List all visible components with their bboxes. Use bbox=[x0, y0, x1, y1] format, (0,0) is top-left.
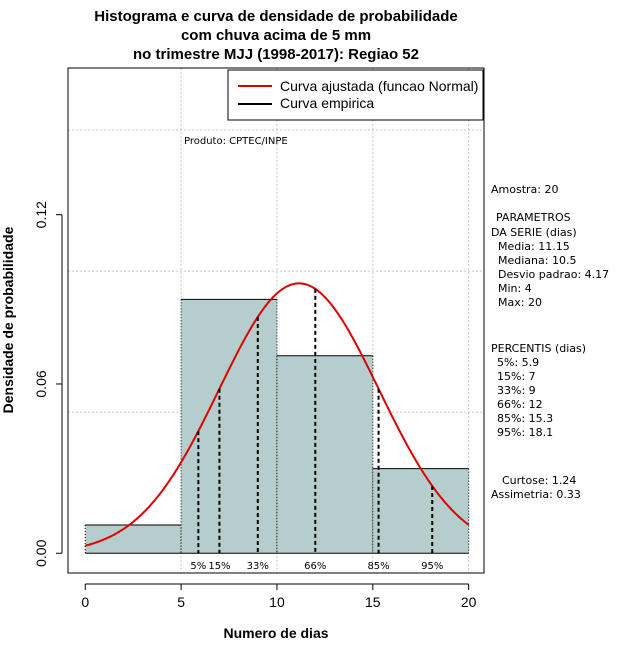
product-credit: Produto: CPTEC/INPE bbox=[184, 136, 288, 147]
stat-p66: 66%: 12 bbox=[497, 398, 543, 411]
x-axis-label: Numero de dias bbox=[223, 625, 328, 641]
histogram-bar-2 bbox=[276, 355, 373, 554]
stat-p5: 5%: 5.9 bbox=[497, 356, 539, 369]
stat-p15: 15%: 7 bbox=[497, 370, 536, 383]
stats-panel: Amostra: 20 PARAMETROS DA SERIE (dias) M… bbox=[491, 183, 609, 501]
y-axis-label: Densidade de probabilidade bbox=[0, 226, 16, 413]
plot-frame bbox=[67, 67, 485, 574]
chart-title-line-1: Histograma e curva de densidade de proba… bbox=[94, 8, 457, 25]
legend-label-fitted: Curva ajustada (funcao Normal) bbox=[280, 78, 478, 94]
histogram-bar-1 bbox=[181, 299, 277, 554]
legend-box bbox=[227, 69, 484, 121]
chart-title-line-3: no trimestre MJJ (1998-2017): Regiao 52 bbox=[133, 46, 419, 63]
percentile-label-4: 85% bbox=[367, 561, 389, 572]
stat-sample: Amostra: 20 bbox=[491, 183, 558, 196]
x-tick-label-3: 15 bbox=[365, 594, 381, 610]
stat-p33: 33%: 9 bbox=[497, 384, 536, 397]
fitted-curve bbox=[84, 282, 470, 547]
stat-stddev: Desvio padrao: 4.17 bbox=[498, 268, 609, 281]
percentile-label-3: 66% bbox=[304, 561, 326, 572]
x-tick-label-0: 0 bbox=[81, 594, 89, 610]
stat-median: Mediana: 10.5 bbox=[498, 254, 576, 267]
stat-max: Max: 20 bbox=[498, 296, 542, 309]
stat-skewness: Assimetria: 0.33 bbox=[491, 488, 581, 501]
stat-min: Min: 4 bbox=[498, 282, 532, 295]
percentile-lines: 5% 15% 33% 66% 85% 95% bbox=[190, 288, 443, 572]
x-tick-label-2: 10 bbox=[269, 594, 285, 610]
stat-params-title-1: PARAMETROS bbox=[496, 211, 571, 224]
percentile-label-1: 15% bbox=[208, 561, 230, 572]
stat-percentiles-title: PERCENTIS (dias) bbox=[491, 342, 586, 355]
stat-p95: 95%: 18.1 bbox=[497, 426, 553, 439]
legend: Curva ajustada (funcao Normal) Curva emp… bbox=[227, 69, 484, 121]
axes: 0 5 10 15 20 0.00 0.06 0.12 bbox=[33, 201, 477, 610]
y-tick-label-2: 0.12 bbox=[33, 201, 49, 228]
percentile-label-2: 33% bbox=[247, 561, 269, 572]
y-tick-label-0: 0.00 bbox=[33, 539, 49, 566]
normal-curve-line bbox=[84, 282, 470, 547]
y-tick-label-1: 0.06 bbox=[33, 370, 49, 397]
percentile-label-0: 5% bbox=[190, 561, 206, 572]
histogram-bar-0 bbox=[85, 525, 182, 554]
stat-params-title-2: DA SERIE (dias) bbox=[491, 226, 577, 239]
histogram-bars bbox=[84, 298, 470, 554]
chart-title-line-2: com chuva acima de 5 mm bbox=[181, 27, 371, 44]
stat-p85: 85%: 15.3 bbox=[497, 412, 553, 425]
stat-kurtosis: Curtose: 1.24 bbox=[502, 474, 576, 487]
x-tick-label-1: 5 bbox=[177, 594, 185, 610]
stat-mean: Media: 11.15 bbox=[498, 240, 570, 253]
percentile-label-5: 95% bbox=[421, 561, 443, 572]
x-tick-label-4: 20 bbox=[461, 594, 477, 610]
legend-label-empirical: Curva empirica bbox=[280, 95, 374, 111]
